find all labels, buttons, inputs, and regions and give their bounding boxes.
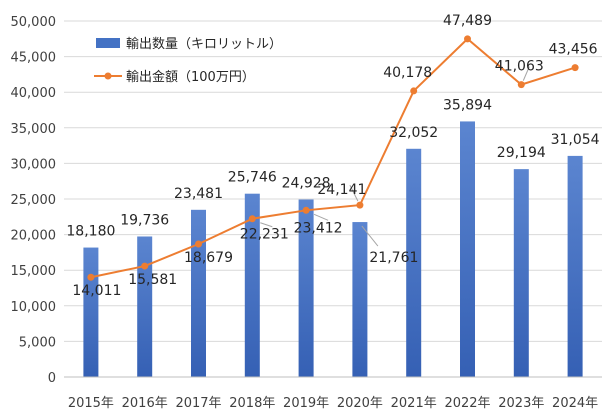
line-marker xyxy=(356,201,364,209)
y-tick-label: 35,000 xyxy=(11,122,57,137)
bar-value-label: 25,746 xyxy=(228,170,277,186)
line-value-label: 47,489 xyxy=(443,13,492,29)
leader-line xyxy=(349,184,359,202)
leader-line xyxy=(361,225,379,247)
x-tick-label: 2021年 xyxy=(391,396,437,411)
line-marker xyxy=(248,215,256,223)
line-series xyxy=(87,35,579,281)
bar-value-label: 24,928 xyxy=(282,176,331,192)
bar xyxy=(513,169,529,377)
line-value-label: 18,679 xyxy=(184,250,233,266)
leader-line xyxy=(313,213,329,221)
bar-value-label: 32,052 xyxy=(389,125,438,141)
bar-value-label: 19,736 xyxy=(120,212,169,228)
x-tick-label: 2015年 xyxy=(68,396,114,411)
line-marker xyxy=(410,87,418,95)
x-tick-label: 2018年 xyxy=(229,396,275,411)
y-tick-label: 5,000 xyxy=(19,335,56,350)
leader-line xyxy=(260,222,273,228)
x-tick-label: 2022年 xyxy=(444,396,490,411)
y-tick-label: 50,000 xyxy=(11,15,57,30)
data-labels: 18,180 19,736 23,481 25,746 24,928 21,761 32,0… xyxy=(66,13,599,299)
bar xyxy=(298,199,314,377)
bar xyxy=(352,222,368,377)
y-tick-label: 45,000 xyxy=(11,51,57,66)
x-tick-label: 2023年 xyxy=(498,396,544,411)
line-path xyxy=(90,37,576,279)
legend-swatch-marker xyxy=(104,72,112,80)
line-value-label: 40,178 xyxy=(383,65,432,81)
legend: 輸出数量（キロリットル） 輸出金額（100万円） xyxy=(94,37,282,85)
bar-value-label: 31,054 xyxy=(551,132,600,148)
line-marker xyxy=(464,35,471,43)
legend-swatch-bar xyxy=(96,38,120,48)
bar xyxy=(244,193,260,377)
line-value-label: 22,231 xyxy=(240,227,289,243)
bar xyxy=(191,209,206,377)
x-tick-label: 2017年 xyxy=(175,396,221,411)
line-marker xyxy=(87,273,95,281)
axes: 0 5,000 10,000 15,000 20,000 25,000 30,000 35,0… xyxy=(11,15,602,411)
leader-line xyxy=(522,66,530,81)
line-marker xyxy=(141,262,149,270)
line-marker xyxy=(517,81,525,89)
y-tick-label: 15,000 xyxy=(11,264,57,279)
bar xyxy=(460,121,475,377)
y-tick-label: 10,000 xyxy=(11,300,57,315)
line-value-label: 24,141 xyxy=(317,182,366,198)
bar xyxy=(567,155,583,377)
bar-value-label: 35,894 xyxy=(443,97,492,113)
line-value-label: 15,581 xyxy=(128,272,177,288)
bar-series xyxy=(83,121,583,377)
line-value-label: 43,456 xyxy=(549,42,598,58)
y-tick-label: 25,000 xyxy=(11,193,57,208)
bar-value-label: 29,194 xyxy=(497,145,546,161)
leader-lines xyxy=(260,66,530,247)
x-tick-label: 2019年 xyxy=(283,396,329,411)
legend-label-bar: 輸出数量（キロリットル） xyxy=(126,37,282,52)
line-value-label: 41,063 xyxy=(495,59,544,75)
bar-value-label: 18,180 xyxy=(66,224,115,240)
line-marker xyxy=(571,64,579,72)
y-tick-label: 20,000 xyxy=(11,229,57,244)
bar-value-label: 23,481 xyxy=(174,186,223,202)
line-value-label: 23,412 xyxy=(294,220,343,236)
y-tick-label: 30,000 xyxy=(11,157,57,172)
y-tick-label: 40,000 xyxy=(11,86,57,101)
line-marker xyxy=(302,206,310,214)
y-tick-label: 0 xyxy=(48,371,56,386)
bar xyxy=(83,247,99,377)
grid-lines xyxy=(64,20,602,342)
bar-value-label: 21,761 xyxy=(369,250,418,266)
legend-label-line: 輸出金額（100万円） xyxy=(126,69,255,85)
line-marker xyxy=(195,240,202,248)
bar xyxy=(137,236,153,377)
x-tick-label: 2016年 xyxy=(122,396,168,411)
line-value-label: 14,011 xyxy=(72,283,121,299)
bar xyxy=(406,148,422,377)
x-tick-label: 2020年 xyxy=(337,396,383,411)
x-tick-label: 2024年 xyxy=(552,396,598,411)
